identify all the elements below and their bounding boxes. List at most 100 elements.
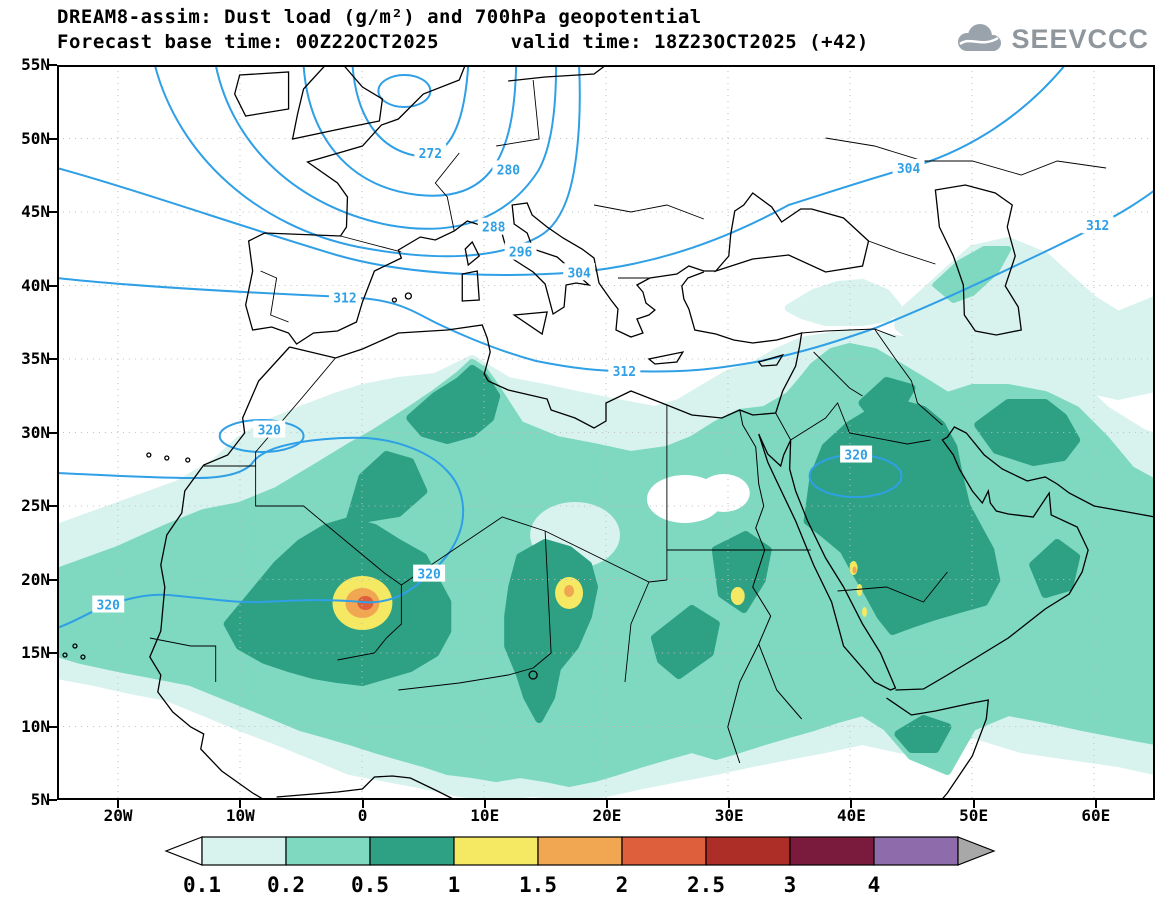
colorbar-seg-1	[453, 836, 539, 866]
y-axis-tick	[49, 358, 57, 360]
contour-label-text: 312	[613, 365, 636, 380]
x-axis-tick	[483, 800, 486, 808]
colorbar-seg-3	[789, 836, 875, 866]
x-axis-tick	[117, 800, 120, 808]
y-axis-label: 5N	[30, 790, 50, 809]
x-axis-label: 10W	[225, 806, 255, 825]
x-axis-label: 30E	[714, 806, 744, 825]
contour-label-text: 280	[497, 163, 521, 178]
x-axis-tick	[972, 800, 975, 808]
coastline-horn-of-africa	[886, 697, 990, 800]
island-cape-verde-1	[72, 643, 78, 649]
contour-label-box	[413, 564, 446, 582]
contour-label: 312	[328, 288, 361, 306]
colorbar-label: 2	[616, 873, 629, 897]
contour-label-box	[504, 242, 537, 260]
contour-label-box	[608, 361, 641, 379]
contour-296	[153, 65, 581, 258]
colorbar-seg-2	[621, 836, 707, 866]
contour-label: 272	[414, 144, 447, 162]
contour-label-box	[477, 217, 510, 235]
border-jordan-saudi-iraq	[790, 402, 931, 445]
forecast-map: 272 280 288 296 304 304 312 312 312 320 320 320 320	[57, 65, 1155, 800]
y-axis-tick	[49, 64, 57, 66]
river-nile	[727, 409, 803, 764]
lake-chad	[528, 670, 538, 680]
coastline-baltic	[508, 65, 607, 82]
y-axis-tick	[49, 284, 57, 287]
colorbar-canvas: 0.1 0.2 0.5 1 1.5 2 2.5 3 4	[164, 836, 996, 897]
border-france-italy-alps	[434, 152, 460, 232]
contour-label: 296	[504, 242, 537, 261]
coastline-ireland	[233, 71, 290, 117]
contour-label-box	[492, 160, 525, 178]
contour-288	[214, 65, 558, 230]
y-axis-tick	[49, 137, 57, 140]
border-iraq-iran	[874, 328, 943, 426]
y-axis-tick	[49, 578, 57, 581]
colorbar-label: 0.1	[183, 873, 221, 897]
contour-label-text: 296	[509, 246, 533, 261]
contour-label-box	[1081, 216, 1114, 234]
x-axis-tick	[239, 800, 242, 808]
colorbar-label: 3	[784, 873, 797, 897]
border-chad-niger	[532, 530, 552, 669]
coastline-atlantic-africa	[149, 346, 291, 800]
rivers	[727, 409, 803, 764]
y-axis-tick	[49, 652, 57, 654]
dust-gap-west-egypt	[697, 474, 750, 512]
contour-label-text: 312	[333, 291, 356, 306]
border-steppe	[825, 137, 1107, 176]
island-sardinia	[461, 270, 480, 302]
dust-region-1-redsea-spot-c	[862, 607, 868, 617]
island-cape-verde-3	[80, 654, 86, 660]
graticule	[57, 65, 1155, 800]
coastline-gulf-of-guinea	[276, 775, 456, 800]
border-mali-east	[337, 585, 402, 661]
border-pyrenees	[340, 235, 402, 253]
island-canary-1	[146, 452, 152, 458]
y-axis-tick	[49, 211, 57, 213]
x-axis-label: 50E	[959, 806, 989, 825]
contour-label-text: 304	[567, 266, 591, 281]
colorbar-seg-0p2	[285, 836, 371, 866]
contour-label-text: 288	[482, 221, 505, 236]
colorbar-under-arrow	[164, 836, 203, 866]
contour-label: 304	[892, 158, 925, 177]
country-borders	[149, 79, 1107, 691]
island-ibiza	[391, 297, 398, 303]
dust-colorbar-legend: 0.1 0.2 0.5 1 1.5 2 2.5 3 4	[162, 834, 1002, 904]
island-sicily	[512, 311, 548, 336]
x-axis-tick	[605, 800, 608, 808]
y-axis-label: 30N	[21, 422, 50, 442]
contour-label: 288	[477, 217, 510, 236]
y-axis-tick	[49, 431, 57, 434]
coastline-europe-mediterranean	[244, 65, 716, 345]
dust-region-0p1-east-turkey	[784, 279, 903, 326]
dust-region-0p5-tunisia	[406, 365, 501, 444]
y-axis-label: 25N	[21, 496, 50, 515]
y-axis-label: 15N	[21, 643, 50, 662]
dust-region-1p5-redsea-core	[852, 566, 857, 574]
border-yemen-saudi-oman	[837, 571, 948, 603]
island-mallorca	[404, 292, 413, 300]
y-axis-tick	[49, 799, 57, 801]
dust-region-1-sudan-spot	[730, 587, 745, 605]
x-axis-label: 10E	[470, 806, 500, 825]
border-israel-egypt	[775, 412, 792, 441]
map-title: DREAM8-assim: Dust load (g/m²) and 700hP…	[57, 6, 702, 28]
contour-label: 312	[608, 361, 641, 380]
colorbar-over-arrow	[957, 836, 996, 866]
y-axis-tick	[49, 725, 57, 728]
colorbar-label: 1.5	[519, 873, 557, 897]
island-canary-2	[164, 455, 170, 461]
border-turkey-syria-iraq	[801, 328, 896, 397]
contour-label: 320	[92, 595, 125, 613]
border-niger-nigeria	[398, 667, 534, 691]
map-subtitle-forecast-times: Forecast base time: 00Z22OCT2025 valid t…	[57, 31, 869, 53]
dust-region-1-redsea-spot-b	[856, 584, 863, 596]
x-axis-tick	[361, 800, 364, 808]
island-cyprus	[757, 353, 785, 367]
contour-272-inner-loop	[377, 74, 432, 108]
x-axis-label: 20E	[592, 806, 622, 825]
